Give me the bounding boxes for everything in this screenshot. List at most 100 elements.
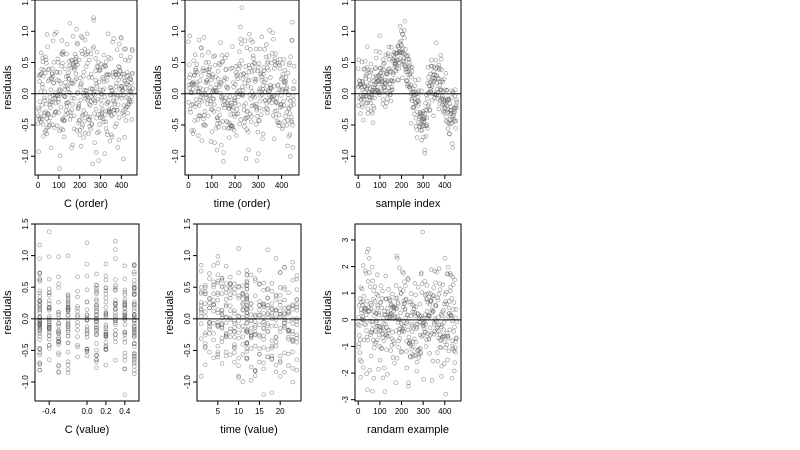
- data-point: [227, 94, 233, 99]
- data-point: [443, 106, 448, 111]
- data-point: [257, 46, 263, 52]
- data-point: [290, 379, 295, 385]
- data-point: [221, 150, 226, 155]
- data-point: [70, 34, 76, 39]
- data-points: [37, 229, 137, 397]
- data-point: [383, 80, 388, 86]
- data-point: [43, 101, 49, 107]
- data-point: [444, 103, 449, 108]
- data-point: [64, 42, 70, 47]
- data-point: [441, 327, 446, 333]
- data-point: [261, 301, 266, 307]
- data-point: [212, 102, 217, 107]
- data-point: [380, 288, 385, 294]
- data-point: [452, 345, 458, 350]
- data-point: [232, 100, 238, 106]
- data-point: [232, 281, 237, 287]
- data-point: [103, 273, 109, 279]
- data-point: [48, 105, 53, 110]
- data-point: [38, 50, 44, 56]
- data-point: [232, 97, 237, 103]
- data-point: [391, 79, 396, 84]
- data-point: [393, 328, 399, 333]
- data-point: [389, 87, 395, 93]
- data-point: [70, 142, 75, 148]
- data-point: [74, 128, 80, 133]
- y-tick-label: 0.5: [341, 56, 350, 68]
- data-point: [109, 132, 114, 138]
- data-point: [113, 332, 118, 337]
- data-point: [132, 357, 137, 362]
- data-point: [380, 66, 385, 72]
- data-point: [239, 41, 244, 47]
- data-point: [102, 94, 108, 100]
- data-point: [275, 90, 280, 96]
- data-point: [283, 75, 289, 80]
- y-tick-label: 1.5: [171, 0, 180, 6]
- data-point: [211, 279, 216, 285]
- data-point: [73, 76, 79, 82]
- data-point: [451, 307, 456, 312]
- data-point: [252, 331, 258, 337]
- data-point: [439, 57, 444, 62]
- data-point: [88, 86, 93, 91]
- data-point: [244, 307, 250, 312]
- data-point: [76, 120, 81, 126]
- data-point: [427, 108, 432, 113]
- data-point: [103, 326, 109, 331]
- data-point: [212, 140, 217, 145]
- data-point: [223, 302, 229, 308]
- data-point: [431, 293, 436, 298]
- data-point: [367, 284, 373, 290]
- data-point: [236, 284, 241, 289]
- data-point: [294, 297, 300, 303]
- data-point: [290, 328, 295, 334]
- data-point: [243, 156, 249, 161]
- x-tick-label: 300: [252, 181, 266, 190]
- data-point: [252, 325, 258, 330]
- data-point: [367, 368, 372, 373]
- data-point: [46, 333, 52, 338]
- data-point: [363, 306, 369, 311]
- data-point: [66, 76, 71, 81]
- data-point: [88, 51, 94, 57]
- data-point: [132, 371, 137, 376]
- data-point: [65, 329, 71, 335]
- data-point: [76, 101, 82, 107]
- data-point: [411, 104, 417, 110]
- data-point: [403, 47, 408, 52]
- data-point: [113, 339, 118, 345]
- data-point: [105, 132, 110, 137]
- data-point: [385, 306, 390, 311]
- data-point: [92, 100, 98, 106]
- data-point: [111, 69, 116, 75]
- data-point: [219, 53, 225, 58]
- data-point: [286, 304, 291, 310]
- data-point: [402, 300, 408, 306]
- data-point: [117, 69, 123, 74]
- x-tick-label: 0.2: [100, 407, 112, 416]
- data-point: [364, 249, 370, 255]
- data-point: [439, 363, 444, 369]
- data-point: [46, 286, 52, 292]
- data-point: [232, 346, 237, 351]
- data-point: [113, 297, 118, 303]
- data-point: [65, 362, 71, 368]
- data-point: [396, 301, 401, 306]
- data-point: [60, 50, 65, 55]
- data-point: [279, 86, 285, 92]
- data-point: [360, 263, 366, 268]
- data-point: [46, 307, 52, 313]
- data-point: [417, 301, 423, 307]
- data-point: [82, 118, 87, 124]
- data-point: [357, 296, 363, 301]
- data-point: [408, 354, 413, 360]
- data-point: [199, 53, 205, 58]
- data-point: [248, 96, 253, 102]
- data-point: [378, 283, 384, 288]
- data-point: [56, 274, 61, 280]
- data-point: [406, 82, 411, 87]
- data-point: [274, 95, 279, 101]
- data-point: [112, 111, 117, 116]
- data-point: [254, 107, 259, 113]
